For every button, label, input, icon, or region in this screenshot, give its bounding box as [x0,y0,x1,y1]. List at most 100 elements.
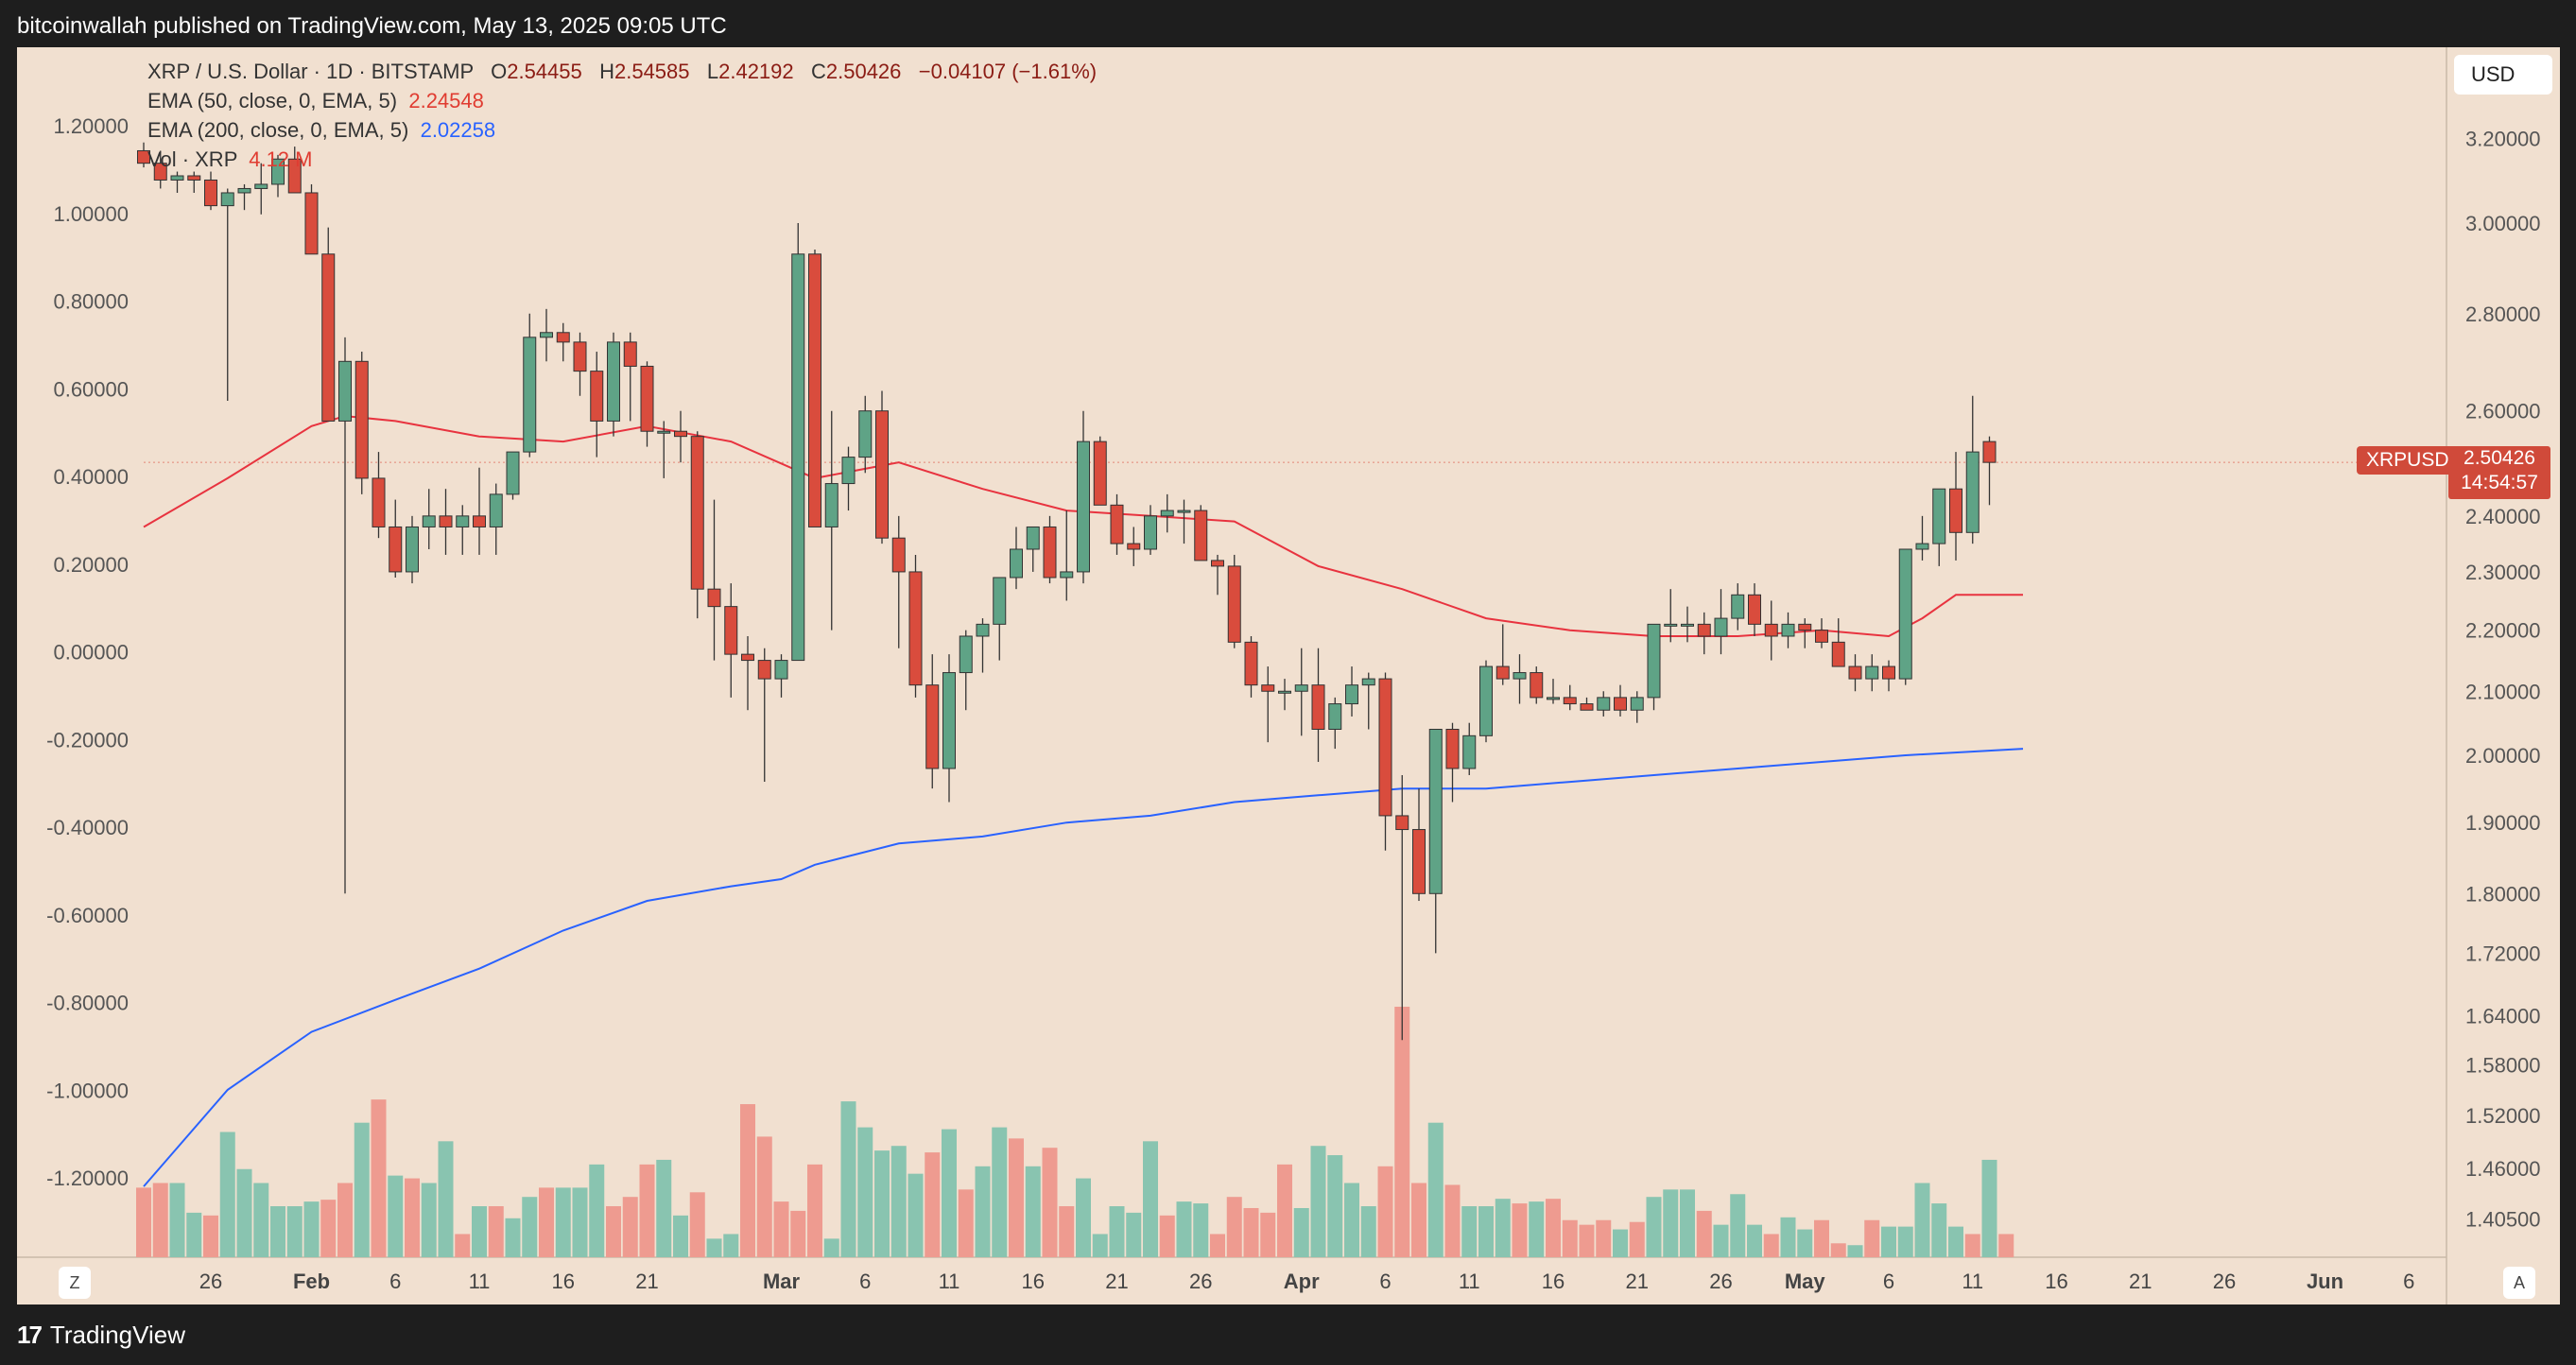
candle-body [422,515,436,527]
volume-bar [1159,1215,1175,1257]
left-axis-tick: 1.20000 [53,114,129,138]
volume-bar [1629,1221,1645,1257]
candle-body [1764,623,1778,637]
volume-bar [203,1215,218,1257]
symbol-price-tag: XRPUSD [2357,446,2459,475]
volume-bar [1814,1219,1829,1257]
open-value: 2.54455 [507,60,582,83]
volume-bar [1981,1159,1997,1257]
volume-bar [1109,1206,1125,1257]
candle-body [220,192,234,207]
volume-bar [1964,1234,1980,1257]
candle-body [1026,526,1040,550]
volume-bar [455,1234,471,1257]
time-axis-tick: 6 [389,1270,401,1293]
tradingview-logo-icon[interactable]: 17 [17,1320,43,1349]
volume-bar [874,1150,890,1257]
legend-ema50-row[interactable]: EMA (50, close, 0, EMA, 5) 2.24548 [147,86,1097,115]
candle-body [1328,703,1342,731]
ema50-label[interactable]: EMA (50, close, 0, EMA, 5) [147,89,398,112]
candle-body [506,451,520,495]
price-axis-tick: 1.72000 [2465,942,2541,965]
auto-scale-button[interactable]: A [2503,1267,2535,1299]
volume-bar [756,1136,772,1257]
candle-body [1714,617,1728,637]
symbol-title[interactable]: XRP / U.S. Dollar · 1D · BITSTAMP [147,60,474,83]
candle-body [1932,488,1946,544]
candle-body [573,341,587,372]
legend-ema200-row[interactable]: EMA (200, close, 0, EMA, 5) 2.02258 [147,115,1097,145]
time-axis-tick: Mar [763,1270,801,1293]
candle-body [875,410,889,539]
candle-body [271,158,285,185]
volume-bar [572,1187,588,1257]
volume-bar [303,1201,320,1257]
price-axis-tick: 2.20000 [2465,619,2541,643]
volume-bar [1931,1203,1947,1257]
volume-bar [1293,1207,1309,1257]
candle-body [1395,815,1409,831]
time-axis-tick: 11 [1962,1270,1983,1293]
volume-bar [337,1183,353,1257]
candle-body [674,430,687,438]
tradingview-brand[interactable]: TradingView [49,1320,185,1349]
volume-bar [807,1164,822,1257]
candle-body [1731,594,1745,619]
price-chart[interactable]: 3.20000 3.00000 2.80000 2.60000 2.40000 2.300… [17,47,2560,1305]
time-axis-tick: Jun [2307,1270,2343,1293]
candle-body [1294,684,1308,692]
volume-bar [1059,1206,1075,1257]
legend-volume-row[interactable]: Vol · XRP 4.12 M [147,145,1097,174]
volume-bar [1696,1210,1712,1257]
volume-bar [925,1152,941,1257]
volume-bar [1529,1201,1545,1257]
zoom-button[interactable]: Z [59,1267,91,1299]
candle-body [1748,594,1761,625]
candle-body [1915,543,1929,550]
price-axis-tick: 1.46000 [2465,1157,2541,1181]
volume-bar [1897,1226,1913,1257]
candle-body [1194,510,1208,562]
volume-bar [1881,1226,1896,1257]
candle-body [1093,441,1107,506]
candle-body [1848,665,1862,680]
candle-body [590,371,604,422]
time-axis-tick: 16 [2045,1270,2067,1293]
volume-bar [1596,1219,1612,1257]
time-axis-tick: 11 [939,1270,960,1293]
candle-body [489,493,503,527]
candle-body [824,483,838,527]
volume-bar [1546,1199,1561,1257]
footer-bar: 17 TradingView [0,1305,2576,1365]
chart-panel[interactable]: 3.20000 3.00000 2.80000 2.60000 2.40000 2.300… [17,47,2560,1305]
ema200-label[interactable]: EMA (200, close, 0, EMA, 5) [147,118,409,142]
high-value: 2.54585 [614,60,690,83]
candle-body [321,253,336,422]
candle-body [808,253,821,527]
volume-bar [1009,1138,1024,1257]
candle-body [1798,623,1812,631]
time-axis-tick: 6 [859,1270,871,1293]
candle-body [925,684,940,769]
candle-body [1127,543,1141,550]
price-axis-tick: 1.80000 [2465,882,2541,906]
candle-body [942,672,956,769]
volume-label[interactable]: Vol · XRP [147,147,237,171]
candle-body [1010,548,1023,579]
volume-bar [890,1146,907,1257]
candle-body [473,515,486,527]
left-axis-tick: -1.20000 [46,1166,129,1190]
volume-bar [1663,1189,1679,1257]
time-axis-tick: 6 [2403,1270,2414,1293]
volume-bar [354,1122,370,1257]
ema50-value: 2.24548 [408,89,484,112]
volume-bar [1076,1178,1091,1257]
volume-bar [1680,1189,1695,1257]
currency-button[interactable]: USD [2454,55,2552,95]
volume-bar [371,1099,387,1257]
time-axis-tick: May [1785,1270,1826,1293]
volume-bar [1914,1183,1930,1257]
volume-bar [689,1192,705,1257]
legend-symbol-row[interactable]: XRP / U.S. Dollar · 1D · BITSTAMP O2.544… [147,60,1098,83]
volume-bar [438,1141,454,1257]
